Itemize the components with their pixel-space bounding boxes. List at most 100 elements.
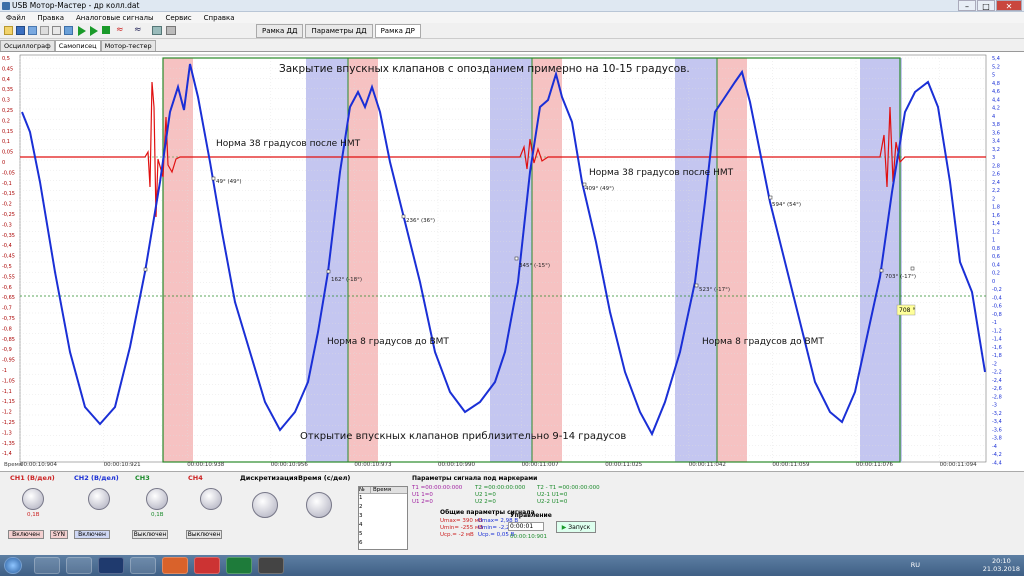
tab-frame-dr[interactable]: Рамка ДР	[374, 24, 421, 38]
ch1-knob[interactable]	[22, 488, 44, 510]
right-tick-label: -0,4	[992, 295, 1002, 301]
right-tick-label: 2,4	[992, 180, 1000, 186]
menu-help[interactable]: Справка	[203, 14, 235, 22]
left-tick-label: 0,3	[2, 98, 10, 104]
left-tick-label: -1,1	[2, 389, 12, 395]
table-row[interactable]: 4	[359, 522, 363, 528]
filter-icon[interactable]: ≈	[134, 25, 142, 35]
oscillogram-area[interactable]: 0,5 0,45 0,4 0,35 0,3 0,25 0,2 0,15 0,1 0,05 0 -0,0…	[0, 51, 1024, 471]
ch2-on-button[interactable]: Включен	[74, 530, 110, 539]
annotation-norm8: Норма 8 градусов до ВМТ	[702, 337, 824, 347]
menu-bar: Файл Правка Аналоговые сигналы Сервис Сп…	[0, 12, 1024, 23]
red-band	[532, 58, 562, 462]
right-tick-label: 1,6	[992, 213, 1000, 219]
ch3-knob[interactable]	[146, 488, 168, 510]
disc-knob[interactable]	[252, 492, 278, 518]
ch3-off-button[interactable]: Выключен	[132, 530, 168, 539]
media-icon[interactable]	[66, 557, 92, 574]
play-icon[interactable]	[78, 26, 86, 36]
right-tick-label: -4,4	[992, 460, 1002, 466]
options-icon[interactable]	[166, 26, 176, 35]
menu-file[interactable]: Файл	[6, 14, 26, 22]
cursor-label-box[interactable]	[896, 304, 916, 316]
cursor-label: 708 °	[899, 307, 915, 314]
disc-group: Дискретизация	[240, 474, 298, 482]
title-bar: USB Мотор-Мастер - др колл.dat – □ ✕	[0, 0, 1024, 12]
marker-table[interactable]: № Время 1 2 3 4 5 6	[358, 486, 408, 550]
table-header: №	[359, 487, 371, 493]
maximize-button[interactable]: □	[977, 0, 995, 11]
left-tick-label: -0,15	[2, 191, 15, 197]
left-tick-label: 0,15	[2, 129, 13, 135]
time-tick-label: 00:00:10:973	[354, 462, 392, 468]
right-tick-label: 4,2	[992, 106, 1000, 112]
grid-icon[interactable]	[152, 26, 162, 35]
start-menu-icon[interactable]	[4, 557, 22, 574]
right-tick-label: 5	[992, 73, 995, 79]
explorer-icon[interactable]	[34, 557, 60, 574]
save-icon[interactable]	[16, 26, 25, 35]
ch1-syn-button[interactable]: SYN	[50, 530, 68, 539]
right-tick-label: -0,2	[992, 287, 1002, 293]
signal-icon[interactable]: ≈	[116, 25, 124, 35]
right-tick-label: -3,6	[992, 427, 1002, 433]
menu-service[interactable]: Сервис	[165, 14, 192, 22]
table-row[interactable]: 3	[359, 513, 363, 519]
right-tick-label: 0	[992, 279, 995, 285]
time-tick-label: 00:00:10:921	[104, 462, 141, 468]
table-row[interactable]: 1	[359, 495, 363, 501]
control-time-input[interactable]: 0:00:01	[508, 522, 544, 531]
start-button[interactable]: ▶ Запуск	[556, 521, 596, 533]
right-tick-label: -3,2	[992, 411, 1002, 417]
right-tick-label: -2,6	[992, 386, 1002, 392]
close-button[interactable]: ✕	[996, 0, 1022, 11]
ch4-knob[interactable]	[200, 488, 222, 510]
language-indicator[interactable]: RU	[910, 561, 920, 569]
app-icon-taskbar[interactable]	[130, 557, 156, 574]
time-group: Время (с/дел)	[298, 474, 350, 482]
menu-analog[interactable]: Аналоговые сигналы	[75, 14, 154, 22]
left-tick-label: -1	[2, 368, 7, 374]
play-step-icon[interactable]	[90, 26, 98, 36]
left-tick-label: -1,2	[2, 410, 12, 416]
tab-frame-dd[interactable]: Рамка ДД	[256, 24, 304, 38]
excel-icon[interactable]	[226, 557, 252, 574]
left-axis: 0,5 0,45 0,4 0,35 0,3 0,25 0,2 0,15 0,1 0,05 0 -0,0…	[2, 56, 15, 457]
time-tick-label: 00:00:11:042	[689, 462, 726, 468]
save-as-icon[interactable]	[28, 26, 37, 35]
right-tick-label: 2,2	[992, 188, 1000, 194]
clock-time[interactable]: 20:10	[992, 557, 1011, 565]
tab-oscilloscope[interactable]: Осциллограф	[0, 40, 55, 51]
firefox-icon[interactable]	[162, 557, 188, 574]
motor-master-icon[interactable]	[258, 557, 284, 574]
ch1-on-button[interactable]: Включен	[8, 530, 44, 539]
tab-motor-tester[interactable]: Мотор-тестер	[100, 40, 156, 51]
photoshop-icon[interactable]	[98, 557, 124, 574]
table-row[interactable]: 2	[359, 504, 363, 510]
left-tick-label: 0,4	[2, 77, 10, 83]
ch1-group: CH1 (В/дел)	[10, 474, 55, 482]
open-icon[interactable]	[4, 26, 13, 35]
mode-tabs: Осциллограф Самописец Мотор-тестер	[0, 40, 156, 51]
print-icon[interactable]	[40, 26, 49, 35]
tab-recorder[interactable]: Самописец	[54, 40, 101, 51]
tab-params-dd[interactable]: Параметры ДД	[305, 24, 373, 38]
left-tick-label: -0,05	[2, 170, 15, 176]
minimize-button[interactable]: –	[958, 0, 976, 11]
table-row[interactable]: 5	[359, 531, 363, 537]
settings-icon[interactable]	[52, 26, 61, 35]
table-row[interactable]: 6	[359, 540, 363, 546]
opera-icon[interactable]	[194, 557, 220, 574]
time-knob[interactable]	[306, 492, 332, 518]
left-tick-label: 0,25	[2, 108, 13, 114]
zoom-icon[interactable]	[64, 26, 73, 35]
clock-date[interactable]: 21.03.2018	[982, 565, 1020, 573]
oscillogram-svg[interactable]: 0,50,450,40,350,30,250,20,150,10,050-0,0…	[0, 52, 1024, 472]
ch2-knob[interactable]	[88, 488, 110, 510]
stop-icon[interactable]	[102, 26, 110, 34]
left-tick-label: -0,85	[2, 337, 15, 343]
left-tick-label: -0,35	[2, 233, 15, 239]
red-band	[717, 58, 747, 462]
menu-edit[interactable]: Правка	[37, 14, 64, 22]
ch4-off-button[interactable]: Выключен	[186, 530, 222, 539]
